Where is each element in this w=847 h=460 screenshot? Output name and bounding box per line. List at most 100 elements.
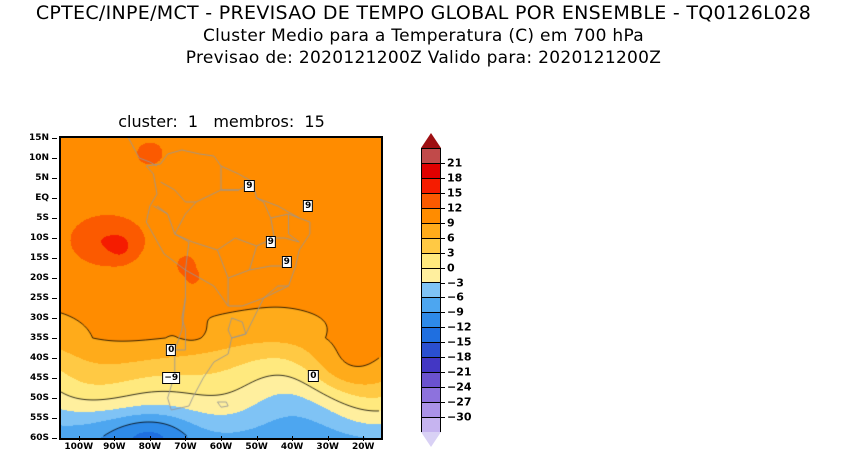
colorbar-cell — [422, 373, 440, 388]
colorbar-tick-mark — [441, 252, 445, 254]
lat-tick-mark — [52, 358, 57, 359]
page-subtitle-variable: Cluster Medio para a Temperatura (C) em … — [202, 26, 645, 46]
contour-label: 9 — [302, 200, 314, 212]
lat-tick-label: 55S — [29, 413, 49, 423]
colorbar-cell — [422, 223, 440, 239]
colorbar-cell — [422, 149, 440, 164]
colorbar-tick-label: −27 — [447, 395, 472, 409]
contour-label: 9 — [265, 236, 276, 248]
colorbar-tick-label: −6 — [447, 290, 464, 304]
lon-tick-mark — [78, 436, 80, 441]
colorbar-tick-label: −21 — [447, 365, 472, 379]
colorbar-tick-mark — [441, 207, 445, 209]
lat-tick-label: 5N — [35, 173, 49, 183]
colorbar-tick-label: −24 — [447, 380, 472, 394]
colorbar-tick-mark — [441, 327, 445, 329]
colorbar-tick-mark — [441, 417, 445, 419]
temperature-field-canvas — [61, 138, 381, 438]
contour-label: 0 — [308, 370, 319, 382]
colorbar-tick-mark — [441, 387, 445, 389]
colorbar-cell — [422, 238, 440, 254]
contour-label: −9 — [162, 372, 181, 384]
colorbar-tick-label: −12 — [447, 320, 472, 334]
colorbar-tick-label: 18 — [447, 171, 463, 185]
lat-tick-label: 35S — [29, 333, 49, 343]
colorbar-cell — [422, 328, 440, 344]
lat-tick-mark — [52, 138, 57, 139]
lon-tick-mark — [256, 436, 258, 441]
colorbar-cell — [422, 358, 440, 374]
colorbar-tick-label: 15 — [447, 186, 463, 200]
colorbar-bottom-arrow — [421, 432, 441, 447]
lat-tick-mark — [52, 178, 57, 179]
colorbar-cell — [422, 402, 440, 418]
latitude-axis: 15N 10N 5N EQ 5S 10S 15S 20S 25S 30S 35S 40S 45S 50S 5… — [0, 133, 57, 443]
contour-label: 9 — [281, 256, 292, 268]
colorbar-cell — [422, 268, 440, 284]
lat-tick-mark — [52, 218, 57, 219]
lat-tick-mark — [52, 238, 57, 239]
lon-tick-mark — [185, 436, 187, 441]
colorbar-tick-label: −9 — [447, 305, 464, 319]
colorbar-cell — [422, 343, 440, 359]
lat-tick-mark — [52, 398, 57, 399]
lon-tick-mark — [221, 436, 222, 441]
colorbar-tick-label: 3 — [447, 246, 455, 260]
page-subtitle-dates: Previsao de: 2020121200Z Valido para: 20… — [185, 48, 662, 68]
colorbar-tick-mark — [441, 282, 445, 284]
colorbar-tick-label: 12 — [447, 201, 463, 215]
lat-tick-label: 45S — [29, 373, 49, 383]
colorbar-cell — [422, 298, 440, 314]
colorbar-tick-mark — [441, 342, 445, 344]
colorbar-cell — [422, 253, 440, 269]
lat-tick-mark — [52, 418, 57, 419]
lon-tick-label: 50W — [245, 442, 268, 452]
lat-tick-mark — [52, 278, 57, 279]
longitude-axis: 100W 90W 80W 70W 60W 50W 40W 30W 20W — [59, 436, 383, 460]
lat-tick-mark — [52, 158, 57, 159]
lat-tick-label: 15N — [28, 133, 49, 143]
lon-tick-label: 80W — [138, 442, 162, 452]
lat-tick-mark — [52, 438, 57, 439]
lon-tick-label: 100W — [64, 442, 94, 452]
lat-tick-label: 25S — [29, 293, 49, 303]
lon-tick-label: 40W — [280, 442, 304, 452]
lat-tick-mark — [52, 318, 57, 319]
colorbar-cell — [422, 208, 440, 224]
lon-tick-label: 30W — [316, 442, 339, 452]
contour-label: 9 — [244, 180, 255, 192]
lon-tick-label: 70W — [174, 442, 197, 452]
colorbar-cell — [422, 313, 440, 329]
lat-tick-label: 40S — [29, 353, 49, 363]
colorbar-tick-label: −30 — [447, 410, 472, 424]
colorbar-tick-mark — [441, 267, 445, 269]
lon-tick-mark — [292, 436, 294, 441]
colorbar-top-arrow — [421, 133, 441, 148]
lat-tick-label: 15S — [29, 253, 49, 263]
lon-tick-mark — [114, 436, 116, 441]
lat-tick-mark — [52, 378, 57, 379]
colorbar-tick-mark — [441, 357, 445, 359]
colorbar-tick-label: 6 — [447, 231, 455, 245]
lat-tick-label: EQ — [35, 193, 49, 203]
colorbar-tick-label: 9 — [447, 216, 455, 230]
colorbar-tick-mark — [441, 297, 445, 299]
map-plot-area: 9 9 9 9 0 −9 0 — [59, 136, 383, 440]
lat-tick-mark — [52, 198, 57, 199]
colorbar-cell — [422, 388, 440, 403]
colorbar-cell — [422, 417, 440, 433]
lon-tick-mark — [327, 436, 329, 441]
colorbar-legend: 21 18 15 12 9 6 3 0 −3 −6 −9 −12 −15 −18 −21 −24 −27 −30 — [421, 133, 472, 447]
lon-tick-label: 90W — [103, 442, 126, 452]
lat-tick-label: 10N — [28, 153, 49, 163]
lat-tick-mark — [52, 298, 57, 299]
colorbar-tick-mark — [441, 402, 445, 404]
lon-tick-mark — [149, 436, 151, 441]
colorbar-tick-mark — [441, 177, 445, 179]
colorbar-cell — [422, 283, 440, 299]
lon-tick-label: 20W — [351, 442, 375, 452]
colorbar-cell — [422, 178, 440, 194]
colorbar-tick-label: −18 — [447, 350, 472, 364]
colorbar-tick-mark — [441, 372, 445, 374]
colorbar-cells — [421, 148, 441, 433]
